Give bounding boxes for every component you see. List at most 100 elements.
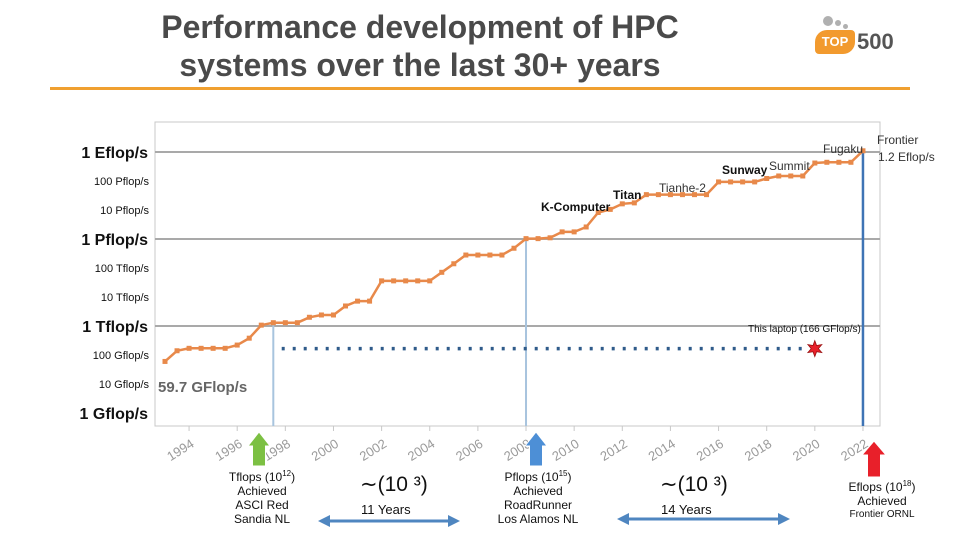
data-point bbox=[583, 224, 589, 230]
data-point bbox=[595, 209, 601, 215]
data-point bbox=[367, 298, 373, 304]
data-point bbox=[631, 200, 637, 206]
milestone-up-arrow-icon bbox=[860, 440, 888, 478]
span-years-1: 11 Years bbox=[361, 502, 411, 517]
y-tick-label: 10 Gflop/s bbox=[99, 379, 150, 391]
y-tick-label: 10 Pflop/s bbox=[100, 205, 149, 217]
data-point bbox=[403, 278, 409, 284]
x-tick-label: 2016 bbox=[694, 436, 726, 464]
data-point bbox=[318, 312, 324, 318]
data-point bbox=[294, 320, 300, 326]
data-point bbox=[523, 236, 529, 242]
x-tick-label: 2022 bbox=[838, 436, 870, 464]
data-point bbox=[451, 261, 457, 267]
data-point bbox=[379, 278, 385, 284]
data-point bbox=[210, 345, 216, 351]
x-tick-label: 1996 bbox=[212, 436, 244, 464]
data-point bbox=[728, 179, 734, 185]
span-arrow-right-icon bbox=[778, 513, 790, 525]
annotation-label: Summit bbox=[769, 159, 810, 173]
milestone-up-arrow-icon bbox=[523, 431, 549, 467]
eflops-note: Eflops (1018) Achieved Frontier ORNL bbox=[832, 477, 932, 522]
y-tick-label: 1 Eflop/s bbox=[81, 145, 148, 162]
data-point bbox=[607, 206, 613, 212]
y-tick-label: 100 Gflop/s bbox=[93, 350, 150, 362]
span-arrow-left-icon bbox=[617, 513, 629, 525]
span-approx-1: ∼(10 ³) bbox=[360, 473, 428, 496]
logo-dot bbox=[835, 20, 841, 26]
data-point bbox=[704, 192, 710, 198]
annotation-label: Fugaku bbox=[823, 142, 863, 156]
data-point bbox=[716, 179, 722, 185]
pflops-note: Pflops (1015) Achieved RoadRunner Los Al… bbox=[488, 467, 588, 526]
data-point bbox=[391, 278, 397, 284]
pflops-note-line4: Los Alamos NL bbox=[497, 512, 579, 526]
data-point bbox=[174, 348, 180, 354]
annotation-label: Titan bbox=[613, 188, 641, 202]
data-point bbox=[162, 358, 168, 364]
tflops-note: Tflops (1012) Achieved ASCI Red Sandia N… bbox=[222, 467, 302, 526]
data-point bbox=[511, 245, 517, 251]
data-point bbox=[655, 192, 661, 198]
data-point bbox=[643, 192, 649, 198]
data-point bbox=[752, 179, 758, 185]
tflops-note-line4: Sandia NL bbox=[233, 512, 291, 526]
annotation-label: 59.7 GFlop/s bbox=[158, 379, 247, 396]
x-tick-label: 1994 bbox=[164, 436, 196, 464]
plot-frame bbox=[154, 121, 881, 427]
data-point bbox=[463, 252, 469, 258]
data-point bbox=[306, 314, 312, 320]
data-point bbox=[547, 235, 553, 241]
data-point bbox=[571, 229, 577, 235]
data-point bbox=[535, 236, 541, 242]
annotation-label: 1.2 Eflop/s bbox=[878, 150, 935, 164]
y-tick-label: 1 Gflop/s bbox=[80, 406, 149, 423]
data-point bbox=[427, 278, 433, 284]
data-point bbox=[559, 229, 565, 235]
span-arrow-left-icon bbox=[318, 515, 330, 527]
eflops-note-line1: Eflops (1018) bbox=[848, 479, 916, 494]
eflops-note-line2: Achieved bbox=[857, 494, 907, 508]
x-tick-label: 2012 bbox=[597, 436, 629, 464]
y-tick-label: 100 Pflop/s bbox=[94, 176, 150, 188]
milestone-up-arrow-icon bbox=[246, 431, 272, 467]
data-point bbox=[848, 159, 854, 165]
data-point bbox=[764, 175, 770, 181]
span-approx-2: ∼(10 ³) bbox=[660, 473, 728, 496]
laptop-star-icon bbox=[806, 339, 823, 358]
logo-dot bbox=[823, 16, 833, 26]
data-point bbox=[282, 320, 288, 326]
pflops-note-line2: Achieved bbox=[513, 484, 563, 498]
x-tick-label: 2008 bbox=[501, 436, 533, 464]
y-tick-label: 1 Tflop/s bbox=[82, 319, 148, 336]
data-point bbox=[679, 192, 685, 198]
data-point bbox=[415, 278, 421, 284]
annotation-label: Tianhe-2 bbox=[659, 181, 706, 195]
x-tick-label: 2014 bbox=[646, 436, 678, 464]
span-arrow-right-icon bbox=[448, 515, 460, 527]
data-point bbox=[246, 335, 252, 341]
data-point bbox=[343, 303, 349, 309]
data-point bbox=[824, 159, 830, 165]
annotation-label: Sunway bbox=[722, 163, 768, 177]
span-years-2: 14 Years bbox=[661, 502, 712, 517]
x-tick-label: 2010 bbox=[549, 436, 581, 464]
data-point bbox=[198, 345, 204, 351]
data-point bbox=[439, 269, 445, 275]
data-point bbox=[222, 345, 228, 351]
tflops-note-line3: ASCI Red bbox=[235, 498, 289, 512]
data-point bbox=[499, 252, 505, 258]
data-point bbox=[475, 252, 481, 258]
data-point bbox=[270, 320, 276, 326]
page-title: Performance development of HPC systems o… bbox=[70, 8, 770, 84]
data-point bbox=[776, 173, 782, 179]
data-point bbox=[234, 342, 240, 348]
data-point bbox=[812, 160, 818, 166]
data-point bbox=[836, 159, 842, 165]
title-line-1: Performance development of HPC bbox=[161, 9, 679, 45]
annotation-label: Frontier bbox=[877, 133, 918, 147]
pflops-note-line1: Pflops (1015) bbox=[504, 469, 572, 484]
data-point bbox=[667, 192, 673, 198]
data-point bbox=[740, 179, 746, 185]
